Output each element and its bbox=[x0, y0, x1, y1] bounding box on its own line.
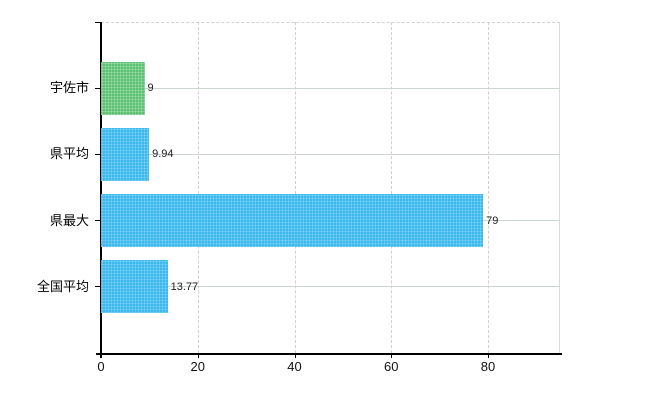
category-label: 全国平均 bbox=[36, 278, 89, 294]
bar-value-label: 79 bbox=[486, 214, 499, 227]
x-tick-label: 20 bbox=[190, 359, 205, 374]
x-tick-label: 60 bbox=[384, 359, 399, 374]
x-axis-tick bbox=[488, 354, 489, 358]
x-tick-label: 40 bbox=[287, 359, 302, 374]
y-axis-tick bbox=[95, 220, 101, 222]
bar-value-label: 9 bbox=[147, 82, 154, 95]
bar-2 bbox=[101, 127, 150, 181]
x-tick-label: 0 bbox=[97, 359, 105, 374]
y-axis-tick bbox=[95, 153, 101, 155]
y-axis-tick bbox=[95, 286, 101, 288]
bar-value-label: 13.77 bbox=[170, 280, 199, 293]
category-label: 県平均 bbox=[49, 146, 89, 162]
bar-3 bbox=[101, 194, 484, 248]
x-axis-line bbox=[96, 353, 562, 355]
horizontal-gridline bbox=[101, 87, 560, 89]
vertical-gridline bbox=[488, 22, 489, 353]
vertical-gridline bbox=[294, 22, 296, 353]
category-label: 宇佐市 bbox=[49, 80, 89, 96]
y-axis-tick bbox=[95, 87, 101, 89]
vertical-gridline bbox=[197, 22, 199, 353]
y-axis-top-tick bbox=[95, 22, 101, 23]
bar-1 bbox=[101, 61, 145, 115]
x-tick-label: 80 bbox=[480, 359, 496, 374]
x-axis-tick bbox=[101, 354, 102, 358]
x-axis-tick bbox=[294, 354, 296, 358]
bar-4 bbox=[101, 260, 168, 314]
plot-area bbox=[101, 22, 560, 353]
horizontal-gridline bbox=[101, 153, 560, 155]
x-axis-tick bbox=[197, 354, 199, 358]
y-axis-line bbox=[100, 22, 102, 358]
horizontal-gridline bbox=[101, 286, 560, 288]
bar-value-label: 9.94 bbox=[152, 148, 174, 161]
vertical-gridline bbox=[391, 22, 393, 353]
category-label: 県最大 bbox=[49, 212, 89, 228]
x-axis-tick bbox=[391, 354, 393, 358]
